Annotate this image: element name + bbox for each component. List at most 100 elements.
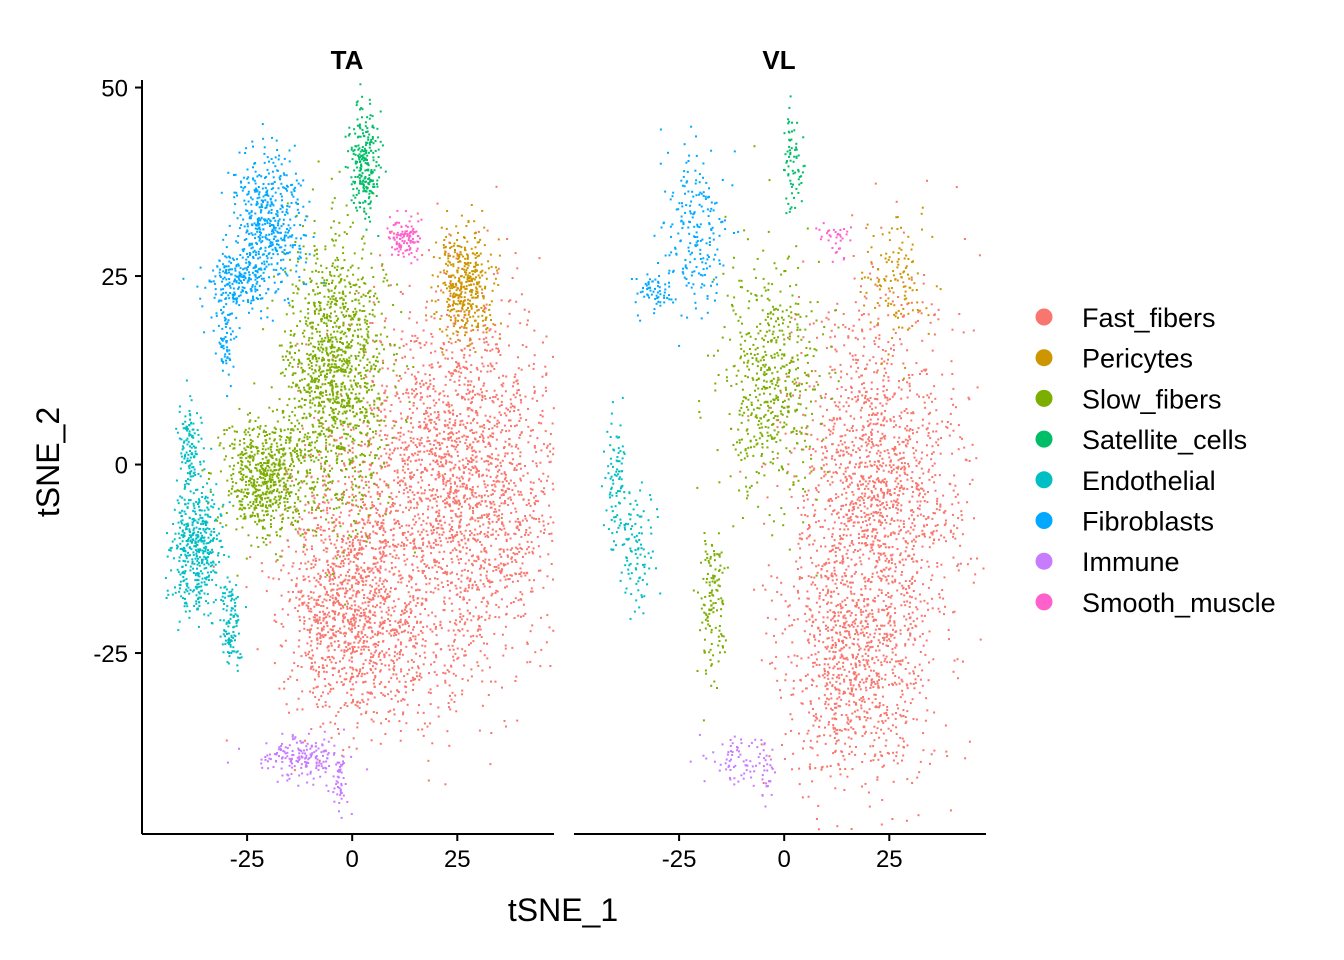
data-point bbox=[276, 490, 279, 493]
data-point bbox=[349, 678, 352, 681]
data-point bbox=[361, 698, 364, 701]
data-point bbox=[353, 608, 356, 611]
data-point bbox=[415, 547, 418, 550]
data-point bbox=[364, 532, 367, 535]
data-point bbox=[405, 343, 408, 346]
data-point bbox=[404, 355, 406, 358]
data-point bbox=[334, 555, 337, 558]
data-point bbox=[493, 565, 496, 568]
data-point bbox=[334, 613, 336, 616]
data-point bbox=[283, 374, 286, 377]
data-point bbox=[437, 416, 440, 419]
data-point bbox=[448, 597, 451, 600]
data-point bbox=[513, 467, 516, 470]
data-point bbox=[391, 452, 394, 455]
data-point bbox=[461, 397, 464, 400]
data-point bbox=[350, 524, 353, 527]
data-point bbox=[309, 456, 312, 459]
data-point bbox=[350, 551, 352, 554]
data-point bbox=[361, 569, 364, 572]
data-point bbox=[333, 529, 336, 532]
data-point bbox=[374, 662, 377, 664]
data-point bbox=[334, 634, 337, 637]
data-point bbox=[342, 290, 344, 293]
data-point bbox=[355, 635, 358, 638]
data-point bbox=[410, 638, 413, 641]
data-point bbox=[458, 375, 461, 378]
data-point bbox=[479, 573, 482, 576]
data-point bbox=[350, 597, 353, 600]
data-point bbox=[352, 617, 355, 620]
data-point bbox=[367, 698, 370, 701]
data-point bbox=[470, 555, 473, 558]
data-point bbox=[346, 619, 349, 621]
data-point bbox=[468, 302, 471, 305]
data-point bbox=[339, 436, 342, 439]
data-point bbox=[357, 605, 360, 608]
data-point bbox=[503, 472, 506, 475]
data-point bbox=[341, 540, 344, 543]
data-point bbox=[483, 548, 486, 551]
data-point bbox=[478, 254, 480, 257]
data-point bbox=[463, 276, 466, 279]
data-point bbox=[465, 322, 468, 325]
data-point bbox=[488, 585, 491, 588]
data-point bbox=[364, 540, 367, 543]
data-point bbox=[367, 649, 370, 652]
data-point bbox=[360, 648, 363, 651]
data-point bbox=[405, 645, 408, 648]
data-point bbox=[439, 461, 442, 464]
data-point bbox=[493, 503, 496, 506]
data-point bbox=[409, 348, 412, 351]
data-point bbox=[412, 547, 415, 550]
data-point bbox=[453, 286, 456, 288]
data-point bbox=[412, 645, 415, 648]
data-point bbox=[455, 361, 458, 363]
data-point bbox=[411, 676, 414, 679]
data-point bbox=[522, 614, 525, 617]
data-point bbox=[468, 275, 471, 278]
data-point bbox=[283, 687, 286, 690]
data-point bbox=[443, 394, 446, 397]
data-point bbox=[439, 392, 442, 395]
data-point bbox=[421, 597, 424, 600]
data-point bbox=[344, 578, 347, 581]
data-point bbox=[482, 304, 485, 307]
data-point bbox=[304, 562, 307, 565]
data-point bbox=[356, 558, 359, 561]
data-point bbox=[450, 665, 453, 668]
data-point bbox=[315, 527, 318, 530]
data-point bbox=[530, 541, 533, 544]
data-point bbox=[343, 316, 346, 318]
data-point bbox=[487, 442, 490, 445]
data-point bbox=[387, 486, 390, 489]
data-point bbox=[497, 351, 500, 354]
data-point bbox=[502, 654, 505, 657]
data-point bbox=[346, 554, 348, 557]
data-point bbox=[315, 253, 318, 255]
data-point bbox=[339, 280, 342, 283]
data-point bbox=[446, 564, 448, 567]
data-point bbox=[454, 513, 457, 516]
data-point bbox=[468, 407, 471, 410]
data-point bbox=[542, 491, 545, 493]
data-point bbox=[480, 615, 483, 618]
data-point bbox=[499, 548, 502, 551]
data-point bbox=[360, 432, 362, 434]
data-point bbox=[440, 544, 443, 547]
data-point bbox=[485, 551, 488, 554]
data-point bbox=[357, 382, 360, 385]
data-point bbox=[468, 310, 471, 313]
data-point bbox=[464, 587, 467, 590]
data-point bbox=[371, 692, 373, 695]
data-point bbox=[330, 207, 333, 210]
data-point bbox=[355, 579, 358, 582]
data-point bbox=[446, 492, 449, 495]
data-point bbox=[372, 413, 375, 416]
data-point bbox=[292, 651, 295, 654]
data-point bbox=[342, 613, 345, 616]
data-point bbox=[396, 509, 399, 512]
data-point bbox=[329, 583, 332, 586]
data-point bbox=[428, 364, 431, 367]
data-point bbox=[346, 214, 349, 216]
